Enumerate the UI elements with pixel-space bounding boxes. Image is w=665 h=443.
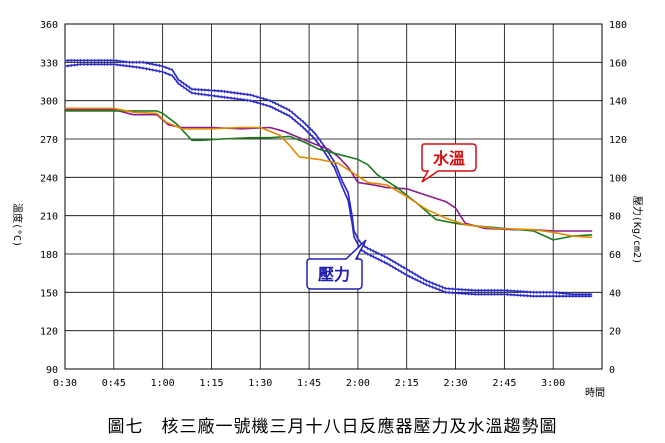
series-line-orange xyxy=(65,107,593,239)
pressure-callout-text: 壓力 xyxy=(318,265,350,284)
y-left-tick-label: 120 xyxy=(40,327,58,338)
series-line-green xyxy=(65,110,593,241)
y-left-tick-label: 360 xyxy=(40,20,58,31)
y-left-tick-label: 150 xyxy=(40,288,58,299)
y-right-tick-label: 120 xyxy=(609,135,627,146)
y-left-tick-label: 270 xyxy=(40,135,58,146)
x-tick-label: 2:45 xyxy=(492,378,516,389)
y-left-tick-label: 330 xyxy=(40,58,58,69)
y-left-tick-label: 90 xyxy=(46,365,58,376)
x-tick-label: 1:45 xyxy=(297,378,321,389)
tick-labels: 90 120 150 180 210 240 270 300 330 360 0 20 40 60 80 10… xyxy=(40,20,627,389)
chart: 90 120 150 180 210 240 270 300 330 360 0 20 40 60 80 10… xyxy=(11,20,644,399)
x-tick-label: 1:00 xyxy=(151,378,175,389)
y-axis-left-title: 溫度(°C) xyxy=(11,203,24,247)
y-right-tick-label: 100 xyxy=(609,173,627,184)
y-right-tick-label: 20 xyxy=(609,327,621,338)
x-tick-label: 1:30 xyxy=(248,378,272,389)
x-tick-label: 1:15 xyxy=(199,378,223,389)
figure-caption: 圖七 核三廠一號機三月十八日反應器壓力及水溫趨勢圖 xyxy=(107,417,558,437)
y-right-tick-label: 40 xyxy=(609,288,621,299)
y-right-tick-label: 0 xyxy=(609,365,615,376)
y-right-tick-label: 180 xyxy=(609,20,627,31)
y-right-tick-label: 60 xyxy=(609,250,621,261)
x-tick-label: 2:15 xyxy=(395,378,419,389)
y-left-tick-label: 240 xyxy=(40,173,58,184)
grid xyxy=(64,23,603,370)
series-line-purple xyxy=(65,108,593,232)
x-tick-label: 0:45 xyxy=(102,378,126,389)
plot-frame xyxy=(64,23,603,370)
x-tick-label: 3:00 xyxy=(541,378,565,389)
x-axis-unit-label: 時間 xyxy=(585,387,605,399)
y-left-tick-label: 210 xyxy=(40,212,58,223)
y-left-tick-label: 300 xyxy=(40,97,58,108)
x-tick-label: 2:30 xyxy=(443,378,467,389)
temp-callout-box xyxy=(421,143,477,183)
temp-callout: 水溫 xyxy=(421,143,477,183)
series-layer xyxy=(64,58,593,298)
y-right-tick-label: 80 xyxy=(609,212,621,223)
y-axis-right-title: 壓力(Kg/cm2) xyxy=(631,196,644,264)
temp-callout-text: 水溫 xyxy=(433,149,465,168)
y-left-tick-label: 180 xyxy=(40,250,58,261)
y-right-tick-label: 160 xyxy=(609,58,627,69)
x-tick-label: 2:00 xyxy=(346,378,370,389)
y-right-tick-label: 140 xyxy=(609,97,627,108)
pressure-callout-box xyxy=(306,239,367,290)
x-tick-label: 0:30 xyxy=(53,378,77,389)
pressure-callout: 壓力 xyxy=(306,239,367,290)
